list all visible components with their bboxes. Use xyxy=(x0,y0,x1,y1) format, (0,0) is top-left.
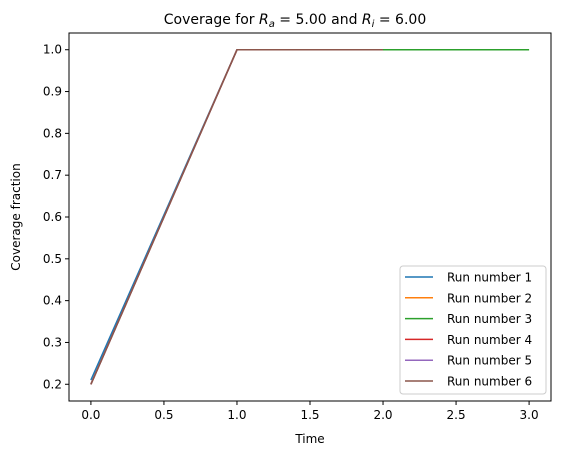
chart-title: Coverage for Ra = 5.00 and Ri = 6.00 xyxy=(164,12,426,30)
x-tick-label: 2.0 xyxy=(373,408,392,422)
y-tick-label: 1.0 xyxy=(43,43,62,57)
legend-label-run-5: Run number 5 xyxy=(447,354,532,368)
x-tick-label: 0.0 xyxy=(81,408,100,422)
x-tick-label: 0.5 xyxy=(154,408,173,422)
x-tick-label: 2.5 xyxy=(447,408,466,422)
series-line-run-1 xyxy=(90,48,383,381)
legend-frame xyxy=(399,265,547,395)
y-tick-label: 0.5 xyxy=(43,252,62,266)
legend-label-run-2: Run number 2 xyxy=(447,291,532,305)
x-tick-label: 3.0 xyxy=(520,408,539,422)
y-tick-label: 0.2 xyxy=(43,377,62,391)
y-tick-label: 0.4 xyxy=(43,294,62,308)
series-line-run-5 xyxy=(90,48,383,385)
x-tick-label: 1.0 xyxy=(227,408,246,422)
y-tick-label: 0.3 xyxy=(43,335,62,349)
y-tick-label: 0.9 xyxy=(43,85,62,99)
y-tick-label: 0.7 xyxy=(43,168,62,182)
y-tick-label: 0.6 xyxy=(43,210,62,224)
legend-label-run-3: Run number 3 xyxy=(447,312,532,326)
legend-label-run-6: Run number 6 xyxy=(447,375,532,389)
legend-label-run-4: Run number 4 xyxy=(447,333,532,347)
x-axis-label: Time xyxy=(294,432,324,446)
y-tick-label: 0.8 xyxy=(43,126,62,140)
legend-label-run-1: Run number 1 xyxy=(447,271,532,285)
x-tick-label: 1.5 xyxy=(300,408,319,422)
series-line-run-6 xyxy=(90,48,383,385)
series-line-run-2 xyxy=(90,48,383,385)
y-axis-label: Coverage fraction xyxy=(9,163,23,270)
plot-area xyxy=(90,48,530,385)
series-line-run-4 xyxy=(90,48,383,385)
legend: Run number 1 Run number 2 Run number 3 Run … xyxy=(399,265,547,395)
